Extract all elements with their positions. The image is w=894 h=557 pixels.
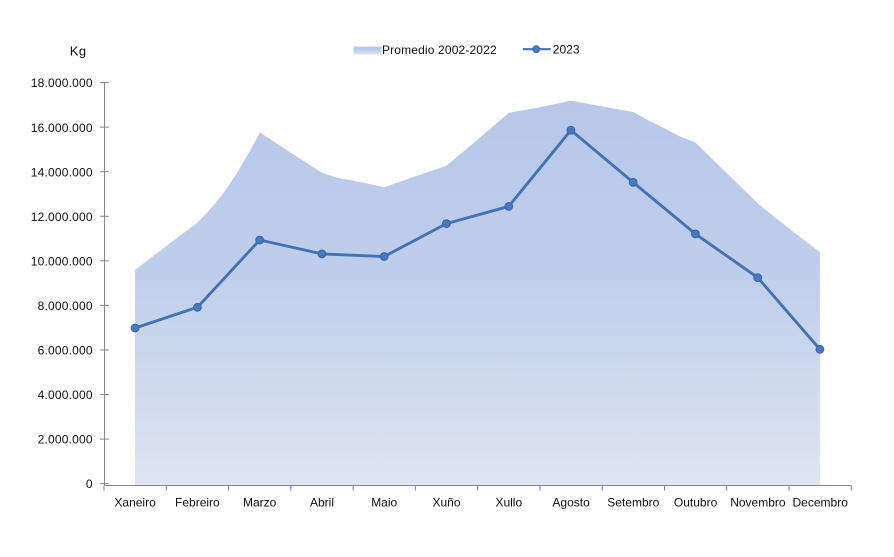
- svg-text:Xuño: Xuño: [432, 496, 460, 510]
- svg-text:Kg: Kg: [70, 44, 87, 59]
- svg-text:18.000.000: 18.000.000: [31, 76, 93, 90]
- svg-text:2023: 2023: [553, 43, 580, 57]
- svg-text:Marzo: Marzo: [243, 496, 277, 510]
- svg-text:4.000.000: 4.000.000: [38, 388, 93, 402]
- svg-text:Febreiro: Febreiro: [175, 496, 220, 510]
- svg-text:Novembro: Novembro: [730, 496, 786, 510]
- svg-text:16.000.000: 16.000.000: [31, 121, 93, 135]
- svg-text:Setembro: Setembro: [607, 496, 659, 510]
- svg-text:12.000.000: 12.000.000: [31, 210, 93, 224]
- svg-text:6.000.000: 6.000.000: [38, 344, 93, 358]
- svg-text:Agosto: Agosto: [552, 496, 590, 510]
- svg-text:10.000.000: 10.000.000: [31, 254, 93, 268]
- svg-text:Outubro: Outubro: [674, 496, 718, 510]
- svg-text:14.000.000: 14.000.000: [31, 165, 93, 179]
- svg-text:Decembro: Decembro: [793, 496, 849, 510]
- svg-text:Maio: Maio: [371, 496, 397, 510]
- svg-text:Promedio 2002-2022: Promedio 2002-2022: [382, 43, 497, 57]
- svg-text:Xullo: Xullo: [495, 496, 522, 510]
- svg-text:Xaneiro: Xaneiro: [114, 496, 156, 510]
- svg-text:0: 0: [86, 477, 93, 491]
- svg-text:8.000.000: 8.000.000: [38, 299, 93, 313]
- svg-text:Abril: Abril: [310, 496, 334, 510]
- svg-text:2.000.000: 2.000.000: [38, 433, 93, 447]
